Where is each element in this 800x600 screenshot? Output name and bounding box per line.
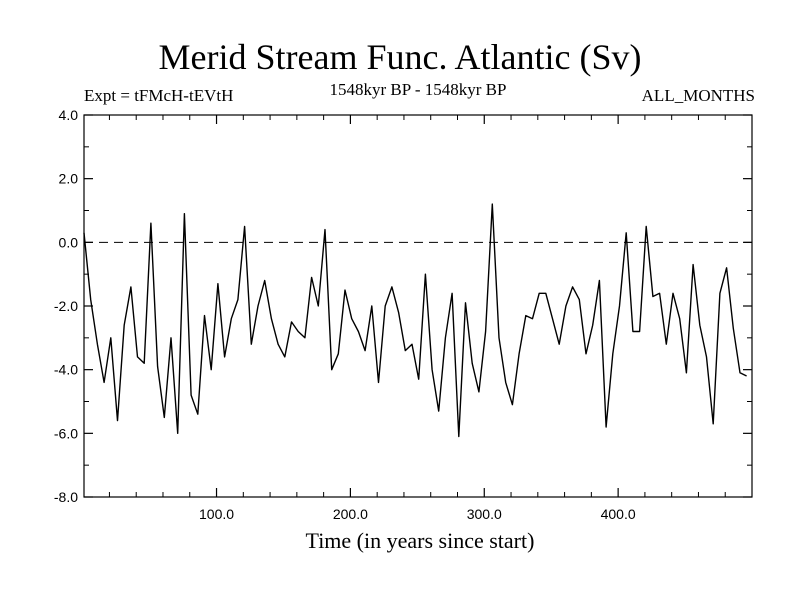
y-tick-label: -4.0 bbox=[54, 362, 78, 378]
series-line-0 bbox=[83, 203, 747, 438]
experiment-label: Expt = tFMcH-tEVtH bbox=[84, 86, 234, 105]
x-axis-label: Time (in years since start) bbox=[305, 528, 535, 553]
y-tick-label: -2.0 bbox=[54, 298, 78, 314]
y-tick-label: -8.0 bbox=[54, 489, 78, 505]
y-tick-label: 2.0 bbox=[59, 171, 79, 187]
x-tick-label: 200.0 bbox=[333, 506, 368, 522]
y-tick-label: -6.0 bbox=[54, 425, 78, 441]
x-tick-label: 400.0 bbox=[601, 506, 636, 522]
y-tick-label: 4.0 bbox=[59, 107, 79, 123]
chart-title: Merid Stream Func. Atlantic (Sv) bbox=[158, 37, 642, 77]
x-tick-label: 300.0 bbox=[467, 506, 502, 522]
x-tick-label: 100.0 bbox=[199, 506, 234, 522]
y-tick-label: 0.0 bbox=[59, 234, 79, 250]
months-label: ALL_MONTHS bbox=[641, 86, 755, 105]
period-label: 1548kyr BP - 1548kyr BP bbox=[329, 80, 507, 99]
plot-frame bbox=[83, 114, 753, 498]
